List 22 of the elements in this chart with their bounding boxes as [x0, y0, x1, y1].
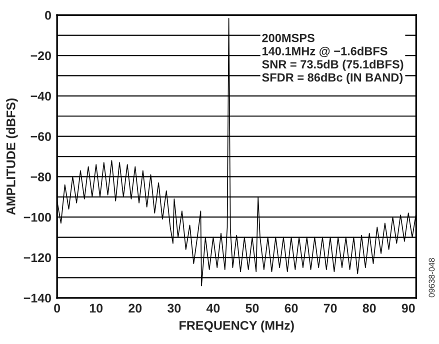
y-tick-label: −100: [24, 212, 52, 222]
y-axis-title: AMPLITUDE (dBFS): [6, 98, 18, 215]
y-tick-label: 0: [45, 10, 52, 20]
x-tick-label: 70: [324, 304, 337, 313]
x-tick-label: 40: [206, 304, 220, 313]
x-tick-label: 90: [402, 304, 415, 313]
x-tick-label: 50: [246, 304, 259, 313]
y-tick-label: −120: [24, 253, 52, 262]
y-tick-label: −40: [30, 92, 51, 101]
x-tick-label: 0: [54, 304, 60, 313]
y-tick-label: −20: [30, 51, 51, 60]
x-tick-label: 30: [168, 304, 181, 313]
y-tick-label: −80: [30, 172, 51, 182]
y-tick-label: −140: [24, 294, 52, 303]
x-tick-label: 10: [90, 304, 103, 313]
x-axis-title: FREQUENCY (MHz): [180, 320, 294, 332]
x-tick-label: 80: [362, 304, 376, 313]
annotation: 200MSPS 140.1MHz @ −1.6dBFS SNR = 73.5dB (75.1dBFS) SFDR = 86dBc (IN BAND): [262, 34, 404, 84]
x-tick-label: 60: [284, 304, 298, 313]
text: 09638-048: [428, 258, 435, 298]
x-tick-label: 20: [128, 304, 142, 313]
y-tick-label: −60: [30, 132, 51, 141]
